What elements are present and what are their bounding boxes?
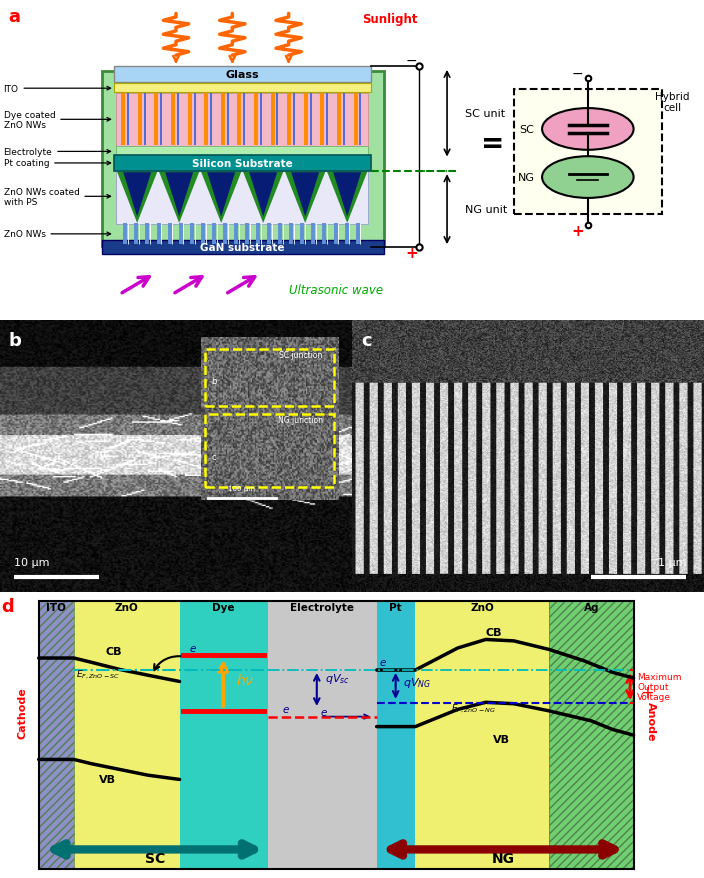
- Text: ZnO: ZnO: [115, 602, 139, 612]
- Text: $qV_{NG}$: $qV_{NG}$: [403, 675, 431, 689]
- Circle shape: [542, 157, 634, 198]
- Polygon shape: [201, 172, 241, 224]
- Text: ITO: ITO: [4, 84, 111, 94]
- Text: NG: NG: [492, 852, 515, 866]
- Text: $e$: $e$: [379, 658, 386, 667]
- Bar: [116, 94, 368, 148]
- Text: ZnO NWs: ZnO NWs: [4, 230, 111, 239]
- Text: NG junction: NG junction: [278, 415, 323, 424]
- Text: Glass: Glass: [225, 70, 259, 80]
- Text: +: +: [406, 246, 418, 261]
- Text: Dye: Dye: [212, 602, 234, 612]
- Bar: [114, 68, 371, 83]
- Bar: [102, 72, 384, 247]
- Bar: [268, 601, 377, 869]
- Text: SC junction: SC junction: [279, 350, 323, 359]
- Bar: [205, 349, 334, 407]
- Polygon shape: [117, 172, 158, 224]
- Text: $E_{F,ZnO-NG}$: $E_{F,ZnO-NG}$: [451, 702, 496, 714]
- Bar: [74, 601, 180, 869]
- Text: −: −: [572, 67, 583, 81]
- Polygon shape: [165, 173, 193, 217]
- Text: $h\nu$: $h\nu$: [236, 672, 254, 687]
- Text: Dye coated
ZnO NWs: Dye coated ZnO NWs: [4, 111, 111, 130]
- Text: Pt coating: Pt coating: [4, 159, 111, 169]
- Text: NG unit: NG unit: [465, 205, 507, 215]
- Polygon shape: [291, 173, 319, 217]
- Bar: [377, 601, 415, 869]
- Text: d: d: [1, 597, 14, 615]
- Text: VB: VB: [493, 735, 510, 745]
- FancyBboxPatch shape: [514, 90, 662, 215]
- Text: Silicon Substrate: Silicon Substrate: [191, 159, 293, 169]
- Text: Cathode: Cathode: [18, 687, 27, 738]
- Text: Ultrasonic wave: Ultrasonic wave: [289, 284, 383, 297]
- Text: b: b: [212, 377, 217, 385]
- Bar: [180, 601, 268, 869]
- Text: b: b: [8, 331, 22, 349]
- Polygon shape: [243, 172, 284, 224]
- Text: ZnO: ZnO: [470, 602, 494, 612]
- Bar: [549, 601, 634, 869]
- Text: VB: VB: [99, 774, 115, 784]
- Text: GaN substrate: GaN substrate: [200, 242, 284, 253]
- Bar: [116, 171, 368, 224]
- Bar: [102, 241, 384, 255]
- Bar: [114, 84, 371, 93]
- Bar: [549, 601, 634, 869]
- Polygon shape: [249, 173, 277, 217]
- Text: ITO: ITO: [46, 602, 66, 612]
- Text: Sunlight: Sunlight: [363, 13, 418, 25]
- Bar: [39, 601, 634, 869]
- Text: SC unit: SC unit: [465, 109, 505, 119]
- Polygon shape: [123, 173, 151, 217]
- Text: $qV_{sc}$: $qV_{sc}$: [325, 671, 350, 685]
- Text: c: c: [212, 453, 216, 462]
- Text: Anode: Anode: [646, 702, 656, 741]
- Text: CB: CB: [106, 646, 122, 656]
- Bar: [114, 156, 371, 171]
- Text: +: +: [641, 684, 655, 702]
- Text: $e$: $e$: [320, 708, 328, 717]
- Text: =: =: [481, 130, 505, 158]
- Polygon shape: [333, 173, 361, 217]
- Text: −: −: [406, 54, 417, 68]
- Text: Maximum
Output
Voltage: Maximum Output Voltage: [637, 672, 681, 702]
- Polygon shape: [327, 172, 367, 224]
- Text: SC: SC: [145, 852, 165, 866]
- Text: CB: CB: [486, 628, 502, 637]
- Text: Electrolyte: Electrolyte: [290, 602, 353, 612]
- Bar: [39, 601, 74, 869]
- Text: 1 μm: 1 μm: [658, 558, 686, 568]
- Text: $e$: $e$: [189, 644, 196, 654]
- Text: a: a: [8, 8, 20, 26]
- Bar: [116, 147, 368, 155]
- Text: 10 μm: 10 μm: [14, 558, 49, 568]
- Bar: [205, 414, 334, 487]
- Text: $e$: $e$: [282, 704, 289, 714]
- Text: Electrolyte: Electrolyte: [4, 148, 111, 156]
- Text: 100 μm: 100 μm: [228, 486, 256, 492]
- Text: Ag: Ag: [584, 602, 599, 612]
- Text: −: −: [41, 651, 54, 666]
- Bar: [415, 601, 549, 869]
- Text: ZnO NWs coated
with PS: ZnO NWs coated with PS: [4, 187, 111, 207]
- Text: NG: NG: [518, 173, 535, 183]
- Polygon shape: [285, 172, 325, 224]
- Text: $E_{F,ZnO-SC}$: $E_{F,ZnO-SC}$: [76, 668, 120, 680]
- Circle shape: [542, 109, 634, 151]
- Polygon shape: [207, 173, 235, 217]
- Text: Pt: Pt: [389, 602, 402, 612]
- Text: c: c: [361, 331, 372, 349]
- Text: Hybrid
cell: Hybrid cell: [655, 92, 690, 113]
- Bar: [39, 601, 74, 869]
- Text: SC: SC: [519, 125, 534, 135]
- Text: +: +: [571, 224, 584, 239]
- Polygon shape: [159, 172, 199, 224]
